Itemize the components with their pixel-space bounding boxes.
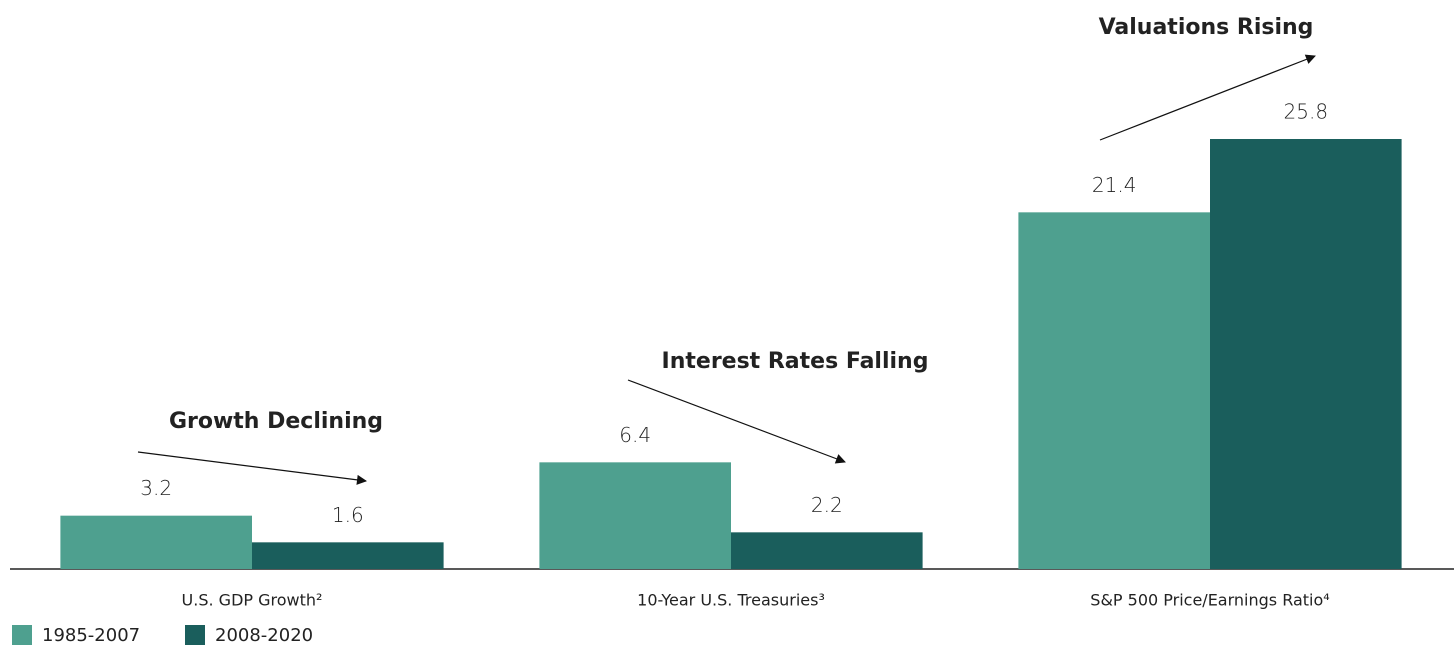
annotation: Valuations Rising (1099, 15, 1314, 40)
value-label: 25.8 (1284, 100, 1329, 124)
bar (1018, 212, 1210, 570)
bar (539, 462, 731, 569)
bar (1210, 139, 1402, 569)
arrow (1099, 54, 1316, 141)
bar (731, 532, 923, 569)
annotation: Interest Rates Falling (662, 349, 929, 374)
value-label: 1.6 (332, 503, 364, 527)
legend-label: 1985-2007 (42, 625, 140, 646)
legend-label: 2008-2020 (215, 625, 313, 646)
value-label: 21.4 (1092, 173, 1137, 197)
value-label: 3.2 (140, 476, 172, 500)
x-tick-label: 10-Year U.S. Treasuries³ (637, 591, 825, 610)
x-tick-label: U.S. GDP Growth² (182, 591, 323, 610)
legend-swatch (185, 625, 205, 645)
annotation: Growth Declining (169, 409, 383, 434)
arrow (137, 451, 367, 485)
x-tick-label: S&P 500 Price/Earnings Ratio⁴ (1090, 591, 1329, 610)
bar (252, 542, 444, 569)
bar (60, 515, 253, 569)
legend-swatch (12, 625, 32, 645)
value-label: 2.2 (811, 493, 843, 517)
arrow (627, 379, 846, 464)
value-label: 6.4 (619, 423, 651, 447)
